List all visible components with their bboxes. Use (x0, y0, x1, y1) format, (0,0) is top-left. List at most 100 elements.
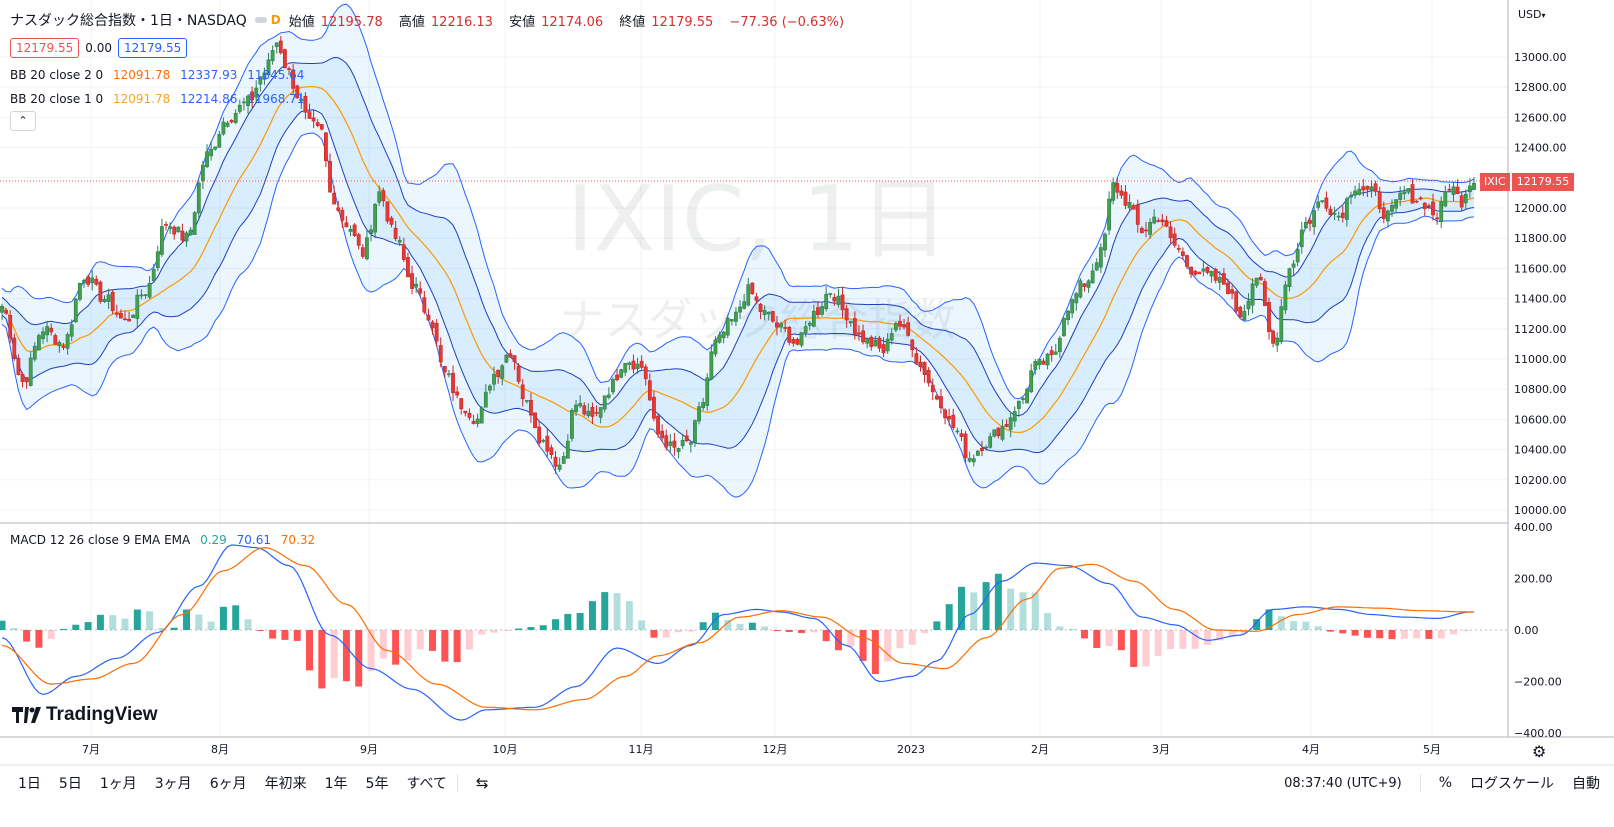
bb1-upper: 12214.86 (180, 92, 238, 106)
macd-legend[interactable]: MACD 12 26 close 9 EMA EMA 0.29 70.61 70… (10, 533, 321, 547)
timeframe-5y[interactable]: 5年 (365, 776, 389, 792)
candle (1070, 298, 1075, 319)
bb2-legend[interactable]: BB 20 close 2 0 12091.78 12337.93 11845.… (10, 68, 310, 82)
candle (393, 220, 398, 242)
candle (106, 288, 111, 309)
timeframe-5d[interactable]: 5日 (58, 776, 82, 792)
macd-bar (859, 630, 867, 661)
macd-bar (465, 630, 473, 650)
tradingview-logo[interactable]: TradingView (12, 704, 158, 726)
candle (295, 84, 300, 99)
candle (848, 320, 853, 328)
candle (188, 227, 193, 236)
macd-bar (1044, 613, 1052, 630)
candle (299, 92, 304, 109)
time-scale: 7月 8月 9月 10月 11月 12月 2023 2月 3月 4月 5月 (82, 743, 1441, 756)
candle (164, 221, 168, 231)
bb1-legend[interactable]: BB 20 close 1 0 12091.78 12214.86 11968.… (10, 92, 310, 106)
candle (1074, 292, 1079, 311)
candle (1123, 185, 1128, 210)
candle (512, 355, 517, 370)
candle (1295, 242, 1300, 267)
candle (631, 354, 636, 374)
macd-bar (244, 619, 252, 630)
price-tick: 12000.00 (1514, 202, 1567, 215)
candle (1299, 221, 1304, 254)
candle (594, 405, 599, 417)
candle (553, 451, 558, 474)
symbol-title[interactable]: ナスダック総合指数・1日・NASDAQ (10, 13, 247, 29)
candle (287, 66, 291, 76)
candle (762, 305, 767, 321)
candle (947, 408, 952, 427)
candle (1262, 278, 1267, 307)
bottom-toolbar: 1日 5日 1ヶ月 3ヶ月 6ヶ月 年初来 1年 5年 すべて ⇆ 08:37:… (0, 768, 1614, 798)
candle (324, 131, 328, 168)
macd-bar (1253, 619, 1261, 630)
timeframe-1y[interactable]: 1年 (324, 776, 348, 792)
candle (750, 282, 755, 295)
candle (930, 378, 935, 401)
candle (779, 321, 783, 333)
candle (307, 103, 312, 119)
collapse-legend-button[interactable]: ⌃ (10, 111, 36, 131)
candle (377, 185, 382, 206)
timeframe-1d[interactable]: 1日 (18, 776, 41, 792)
macd-bar (170, 627, 178, 630)
candle (176, 226, 181, 233)
bid-button[interactable]: 12179.55 (10, 38, 80, 58)
candle (356, 232, 361, 250)
auto-scale-toggle[interactable]: 自動 (1572, 776, 1600, 792)
candle (1271, 329, 1275, 348)
candle (738, 300, 742, 319)
candle (1230, 285, 1234, 300)
macd-bar (847, 630, 855, 647)
candle (467, 408, 472, 421)
candle (1205, 266, 1210, 275)
candle (922, 361, 927, 383)
timeframe-3m[interactable]: 3ヶ月 (154, 776, 192, 792)
candle (266, 52, 271, 76)
time-tick: 9月 (360, 743, 378, 756)
candle (217, 130, 222, 148)
macd-line (1, 544, 1474, 721)
candle (406, 252, 410, 278)
macd-bar (183, 609, 191, 630)
candle (578, 395, 583, 409)
candle (742, 294, 747, 310)
percent-toggle[interactable]: % (1438, 775, 1452, 791)
bb-basis-line (1, 86, 1475, 434)
candle (746, 277, 751, 307)
time-tick: 12月 (763, 743, 788, 756)
candle (1426, 203, 1431, 210)
timeframe-6m[interactable]: 6ヶ月 (209, 776, 247, 792)
macd-bar (1462, 630, 1470, 631)
macd-bar (724, 619, 732, 630)
timeframe-1m[interactable]: 1ヶ月 (99, 776, 137, 792)
macd-bar (96, 614, 104, 630)
macd-bar (404, 630, 412, 661)
macd-bar (662, 630, 670, 638)
macd-bar (1007, 588, 1015, 630)
candle (1160, 214, 1165, 226)
candle (291, 64, 296, 94)
timeframe-ytd[interactable]: 年初来 (264, 776, 307, 792)
ask-button[interactable]: 12179.55 (117, 38, 188, 58)
timeframe-all[interactable]: すべて (406, 776, 447, 792)
goto-date-icon[interactable]: ⇆ (475, 774, 489, 792)
candle (1373, 180, 1378, 196)
candle (1000, 419, 1005, 442)
candle (1012, 406, 1017, 427)
candle (283, 48, 287, 69)
candle (783, 319, 788, 333)
candle (328, 153, 332, 193)
status-icons: D (254, 13, 281, 27)
settings-gear-icon[interactable]: ⚙ (1532, 742, 1547, 761)
time-tick: 10月 (493, 743, 518, 756)
log-scale-toggle[interactable]: ログスケール (1470, 776, 1554, 792)
clock[interactable]: 08:37:40 (UTC+9) (1284, 775, 1402, 791)
candle (246, 94, 250, 114)
price-tick: 10000.00 (1514, 504, 1567, 517)
currency-selector[interactable]: USD▾ (1518, 8, 1546, 21)
